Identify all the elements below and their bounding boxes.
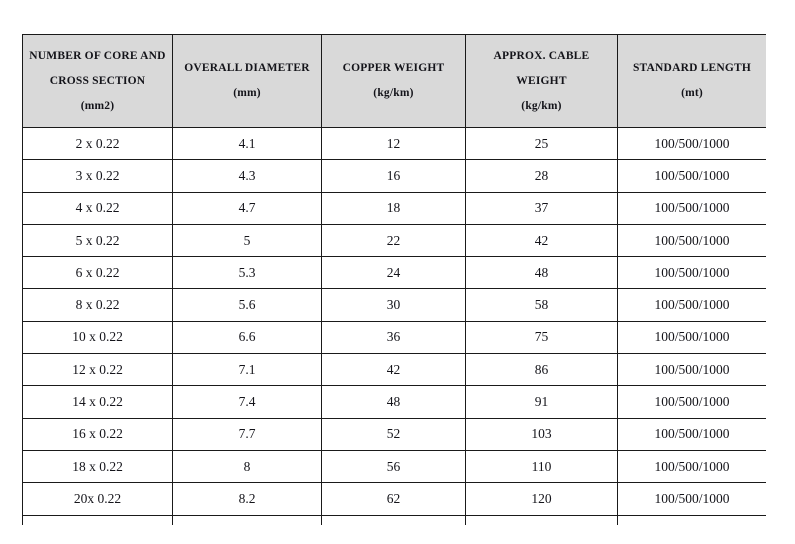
cell-cable-weight: 37 — [465, 191, 618, 225]
table-row: 3 x 0.22 4.3 16 28 100/500/1000 — [22, 159, 766, 193]
table-row: 5 x 0.22 5 22 42 100/500/1000 — [22, 223, 766, 258]
cell-core-count: 4 x 0.22 — [22, 191, 173, 225]
cell-cable-weight: 58 — [465, 288, 618, 322]
cell-standard-length: 100/500/1000 — [617, 353, 766, 387]
cell-core-count: 2 x 0.22 — [22, 126, 173, 161]
cell-diameter: 8.2 — [172, 482, 322, 516]
cell-copper-weight: 42 — [321, 353, 466, 387]
cell-copper-weight: 62 — [321, 482, 466, 516]
cell-copper-weight: 56 — [321, 449, 466, 484]
header-cell-cable-weight: APPROX. CABLE WEIGHT (kg/km) — [465, 34, 618, 128]
cutoff-partial-row — [22, 514, 766, 525]
cell-diameter: 8 — [172, 449, 322, 484]
table-row: 2 x 0.22 4.1 12 25 100/500/1000 — [22, 126, 766, 161]
cell-standard-length: 100/500/1000 — [617, 223, 766, 258]
table-header-row: NUMBER OF CORE AND CROSS SECTION (mm2) O… — [22, 34, 766, 128]
header-cell-copper-weight: COPPER WEIGHT (kg/km) — [321, 34, 466, 128]
cell-core-count: 14 x 0.22 — [22, 385, 173, 419]
cutoff-cell — [465, 514, 618, 525]
header-cell-standard-length: STANDARD LENGTH (mt) — [617, 34, 766, 128]
cell-copper-weight: 52 — [321, 417, 466, 451]
table-row: 10 x 0.22 6.6 36 75 100/500/1000 — [22, 320, 766, 355]
table-row: 8 x 0.22 5.6 30 58 100/500/1000 — [22, 288, 766, 322]
header-unit: (kg/km) — [521, 99, 562, 112]
cell-standard-length: 100/500/1000 — [617, 482, 766, 516]
cell-diameter: 7.4 — [172, 385, 322, 419]
header-line: STANDARD LENGTH — [632, 62, 752, 74]
table-row: 16 x 0.22 7.7 52 103 100/500/1000 — [22, 417, 766, 451]
cell-core-count: 16 x 0.22 — [22, 417, 173, 451]
cell-standard-length: 100/500/1000 — [617, 417, 766, 451]
cell-copper-weight: 36 — [321, 320, 466, 355]
cell-core-count: 12 x 0.22 — [22, 353, 173, 387]
cell-core-count: 18 x 0.22 — [22, 449, 173, 484]
cell-core-count: 6 x 0.22 — [22, 256, 173, 290]
table-row: 18 x 0.22 8 56 110 100/500/1000 — [22, 449, 766, 484]
cutoff-cell — [22, 514, 173, 525]
table-row: 12 x 0.22 7.1 42 86 100/500/1000 — [22, 353, 766, 387]
cell-copper-weight: 22 — [321, 223, 466, 258]
cell-cable-weight: 120 — [465, 482, 618, 516]
cell-copper-weight: 16 — [321, 159, 466, 193]
cell-cable-weight: 86 — [465, 353, 618, 387]
header-unit: (mt) — [681, 87, 703, 99]
cell-diameter: 5.6 — [172, 288, 322, 322]
cell-cable-weight: 103 — [465, 417, 618, 451]
header-cell-overall-diameter: OVERALL DIAMETER (mm) — [172, 34, 322, 128]
table-row: 20x 0.22 8.2 62 120 100/500/1000 — [22, 482, 766, 516]
cell-standard-length: 100/500/1000 — [617, 320, 766, 355]
cell-standard-length: 100/500/1000 — [617, 191, 766, 225]
cutoff-cell — [172, 514, 322, 525]
cable-spec-table-wrap: NUMBER OF CORE AND CROSS SECTION (mm2) O… — [22, 34, 766, 525]
header-line: OVERALL DIAMETER — [184, 62, 310, 74]
header-line: APPROX. CABLE — [493, 49, 590, 62]
cell-cable-weight: 42 — [465, 223, 618, 258]
header-line: NUMBER OF CORE AND — [29, 49, 166, 62]
header-unit: (mm) — [233, 87, 261, 99]
cell-diameter: 4.7 — [172, 191, 322, 225]
cutoff-cell — [617, 514, 766, 525]
table-row: 6 x 0.22 5.3 24 48 100/500/1000 — [22, 256, 766, 290]
cell-cable-weight: 48 — [465, 256, 618, 290]
cell-cable-weight: 91 — [465, 385, 618, 419]
cell-diameter: 5 — [172, 223, 322, 258]
cell-standard-length: 100/500/1000 — [617, 449, 766, 484]
cell-standard-length: 100/500/1000 — [617, 385, 766, 419]
cell-diameter: 7.1 — [172, 353, 322, 387]
cell-copper-weight: 48 — [321, 385, 466, 419]
cell-copper-weight: 30 — [321, 288, 466, 322]
cell-diameter: 4.1 — [172, 126, 322, 161]
cell-diameter: 7.7 — [172, 417, 322, 451]
header-line: WEIGHT — [516, 74, 567, 87]
cell-core-count: 20x 0.22 — [22, 482, 173, 516]
cell-core-count: 8 x 0.22 — [22, 288, 173, 322]
header-line: CROSS SECTION — [49, 74, 146, 87]
cell-standard-length: 100/500/1000 — [617, 256, 766, 290]
cell-core-count: 10 x 0.22 — [22, 320, 173, 355]
cell-copper-weight: 24 — [321, 256, 466, 290]
cell-cable-weight: 110 — [465, 449, 618, 484]
cell-core-count: 3 x 0.22 — [22, 159, 173, 193]
cell-cable-weight: 28 — [465, 159, 618, 193]
header-unit: (kg/km) — [373, 87, 414, 99]
cell-diameter: 4.3 — [172, 159, 322, 193]
cell-copper-weight: 12 — [321, 126, 466, 161]
cutoff-cell — [321, 514, 466, 525]
cell-standard-length: 100/500/1000 — [617, 126, 766, 161]
table-row: 14 x 0.22 7.4 48 91 100/500/1000 — [22, 385, 766, 419]
header-unit: (mm2) — [80, 99, 115, 112]
header-line: COPPER WEIGHT — [342, 62, 445, 74]
table-row: 4 x 0.22 4.7 18 37 100/500/1000 — [22, 191, 766, 225]
header-cell-core-cross-section: NUMBER OF CORE AND CROSS SECTION (mm2) — [22, 34, 173, 128]
cable-spec-table: NUMBER OF CORE AND CROSS SECTION (mm2) O… — [22, 34, 766, 525]
cell-core-count: 5 x 0.22 — [22, 223, 173, 258]
cell-standard-length: 100/500/1000 — [617, 159, 766, 193]
cell-copper-weight: 18 — [321, 191, 466, 225]
cell-standard-length: 100/500/1000 — [617, 288, 766, 322]
cell-diameter: 5.3 — [172, 256, 322, 290]
cell-cable-weight: 75 — [465, 320, 618, 355]
cell-diameter: 6.6 — [172, 320, 322, 355]
cell-cable-weight: 25 — [465, 126, 618, 161]
